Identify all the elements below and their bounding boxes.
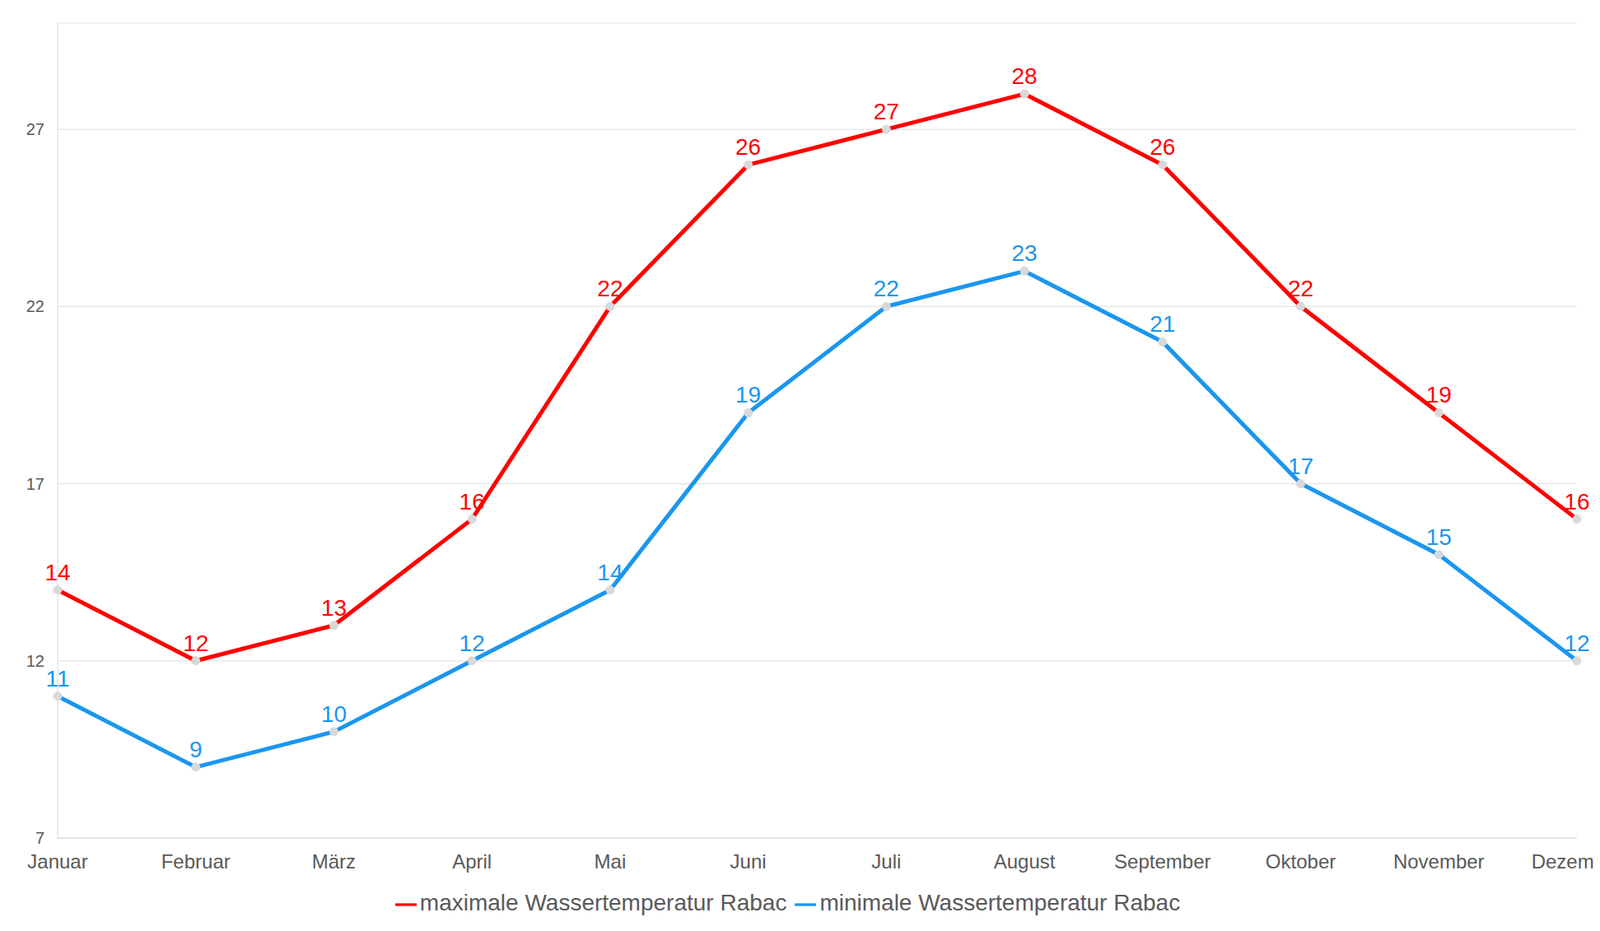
svg-text:17: 17	[26, 475, 45, 494]
svg-text:Dezember: Dezember	[1531, 850, 1594, 873]
svg-text:April: April	[452, 850, 492, 873]
svg-text:27: 27	[873, 98, 900, 125]
svg-text:August: August	[993, 850, 1056, 873]
svg-text:16: 16	[1563, 489, 1590, 515]
svg-text:11: 11	[45, 666, 70, 692]
svg-text:Mai: Mai	[594, 850, 627, 873]
svg-text:21: 21	[1149, 311, 1176, 337]
svg-text:19: 19	[735, 382, 761, 408]
html-text:maximale Wassertemperatur Raba: maximale Wassertemperatur Rabac	[419, 890, 787, 916]
svg-text:Oktober: Oktober	[1265, 850, 1336, 873]
svg-text:26: 26	[735, 134, 761, 160]
svg-text:22: 22	[1287, 275, 1314, 302]
svg-text:12: 12	[26, 652, 45, 671]
svg-text:17: 17	[1287, 453, 1314, 480]
svg-text:10: 10	[321, 701, 347, 728]
svg-text:Juni: Juni	[730, 850, 767, 873]
svg-text:Januar: Januar	[27, 850, 88, 873]
svg-text:9: 9	[189, 737, 203, 763]
svg-text:22: 22	[26, 297, 45, 316]
svg-text:12: 12	[182, 630, 209, 657]
svg-text:16: 16	[459, 489, 486, 515]
svg-text:13: 13	[321, 595, 347, 621]
svg-text:12: 12	[1563, 630, 1590, 657]
svg-text:März: März	[312, 850, 356, 873]
svg-text:12: 12	[459, 630, 486, 657]
svg-text:Februar: Februar	[161, 850, 231, 873]
svg-text:Juli: Juli	[871, 850, 901, 873]
svg-text:23: 23	[1012, 240, 1038, 266]
svg-text:7: 7	[35, 829, 45, 848]
svg-text:27: 27	[26, 120, 45, 139]
svg-text:November: November	[1393, 850, 1485, 873]
svg-text:26: 26	[1149, 134, 1176, 160]
svg-text:14: 14	[597, 559, 623, 586]
svg-text:September: September	[1114, 850, 1211, 873]
svg-text:15: 15	[1426, 524, 1452, 551]
svg-text:28: 28	[1012, 63, 1038, 89]
svg-text:22: 22	[873, 275, 900, 302]
svg-text:14: 14	[44, 559, 70, 586]
svg-text:19: 19	[1426, 382, 1452, 408]
svg-text:22: 22	[597, 275, 623, 302]
html-text:minimale Wassertemperatur Raba: minimale Wassertemperatur Rabac	[819, 890, 1181, 916]
